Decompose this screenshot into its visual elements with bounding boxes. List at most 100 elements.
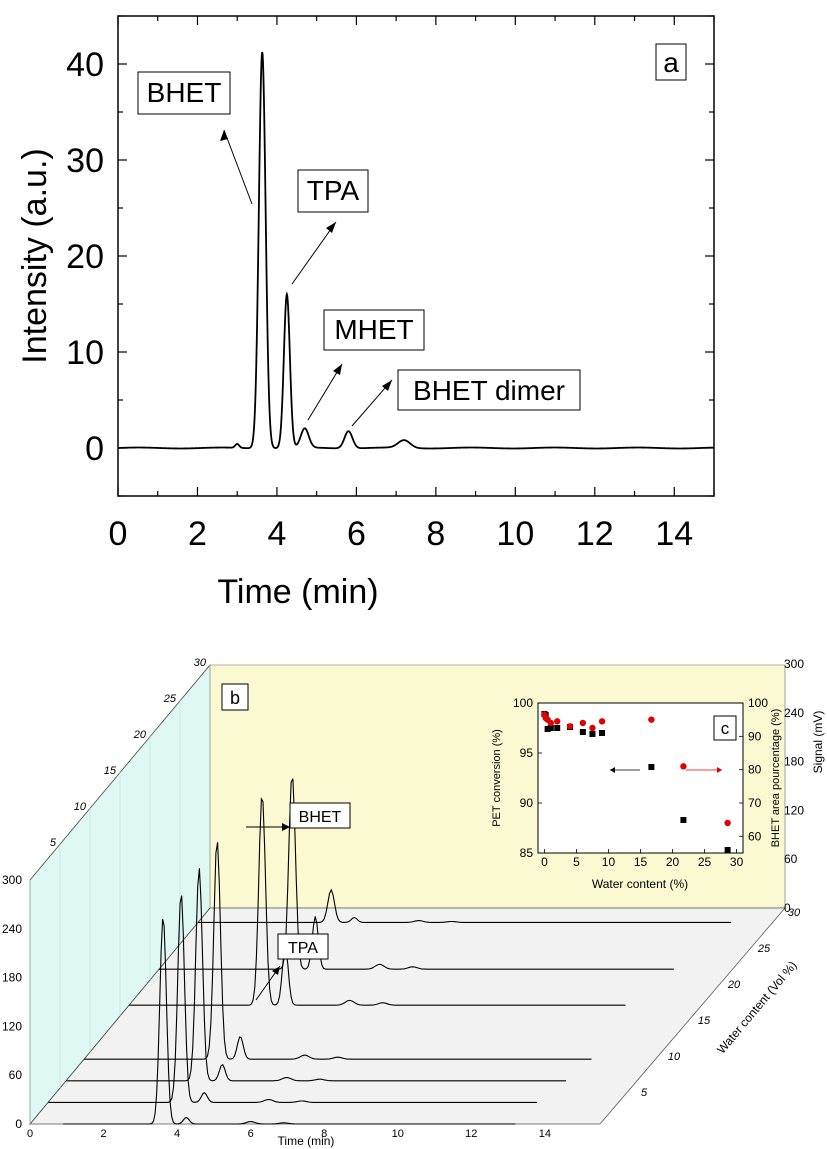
panel-b-z-wall-label: 15 bbox=[104, 765, 117, 777]
panel-c-y2label: BHET area pourcentage (%) bbox=[770, 709, 782, 848]
panel-b-x-tick-label: 0 bbox=[27, 1128, 33, 1140]
panel-b-z-tick-label: 20 bbox=[727, 979, 741, 991]
inset-x-tick-label: 15 bbox=[634, 855, 648, 869]
panel-b-y2-tick-label: 0 bbox=[784, 901, 791, 915]
panel-c-ticks: 0 5 10 15 20 25 30 85 90 95 100 60 70 80 90 100 bbox=[513, 696, 768, 869]
conversion-point bbox=[724, 847, 731, 853]
panel-b-z-tick-label: 10 bbox=[668, 1051, 681, 1063]
tpa-annotation: TPA bbox=[307, 175, 360, 206]
inset-x-tick-label: 25 bbox=[698, 855, 712, 869]
x-tick-label: 12 bbox=[576, 515, 614, 553]
panel-b-ylabel: Signal (mV) bbox=[811, 711, 825, 774]
bhet-area-point bbox=[598, 718, 606, 725]
panel-c-label-box bbox=[713, 715, 737, 741]
panel-c-xlabel: Water content (%) bbox=[592, 877, 688, 891]
panel-a-ylabel: Intensity (a.u.) bbox=[16, 148, 54, 363]
panel-b-z-tick-label: 25 bbox=[757, 943, 771, 955]
panel-b-y-tick-label: 120 bbox=[2, 1019, 22, 1033]
bhet-area-point bbox=[589, 724, 596, 732]
x-tick-label: 8 bbox=[426, 515, 445, 553]
panel-b-tpa-box bbox=[277, 933, 329, 960]
dimer-annotation-box bbox=[397, 369, 581, 411]
panel-b-traces bbox=[48, 778, 732, 1125]
panel-b-x-tick-label: 2 bbox=[100, 1128, 106, 1140]
bhet-area-point bbox=[680, 763, 687, 770]
inset-y2-tick-label: 60 bbox=[748, 829, 762, 843]
bhet-arrowhead bbox=[220, 130, 228, 141]
bhet-area-point bbox=[724, 819, 731, 827]
dimer-arrowhead bbox=[382, 380, 392, 391]
inset-y2-tick-label: 80 bbox=[748, 763, 762, 777]
panel-b-y-tick-label: 0 bbox=[15, 1117, 22, 1131]
inset-x-tick-label: 10 bbox=[602, 855, 616, 869]
conversion-point bbox=[547, 725, 554, 731]
conversion-point bbox=[648, 764, 655, 770]
conversion-point bbox=[680, 817, 687, 823]
conversion-point bbox=[589, 731, 596, 737]
tpa-arrow bbox=[291, 221, 337, 285]
bhet-arrow bbox=[223, 129, 253, 205]
tpa-arrowhead bbox=[326, 222, 336, 233]
conversion-point bbox=[554, 725, 561, 731]
panel-b-z-wall-label: 20 bbox=[133, 729, 147, 741]
panel-b-trace bbox=[63, 918, 516, 1125]
panel-b-y2-tick-label: 60 bbox=[784, 852, 798, 866]
bhet-area-point bbox=[547, 719, 555, 727]
inset-y-tick-label: 90 bbox=[520, 796, 534, 810]
panel-b-x-tick-label: 12 bbox=[465, 1128, 477, 1140]
panel-c-points bbox=[541, 711, 731, 853]
x-tick-label: 6 bbox=[347, 515, 366, 553]
x-tick-label: 4 bbox=[267, 515, 286, 553]
panel-a-label-box bbox=[655, 43, 687, 81]
panel-b-bhet-box bbox=[289, 802, 351, 829]
panel-a-xlabel: Time (min) bbox=[217, 573, 378, 611]
panel-b-tpa-arrowhead bbox=[272, 966, 280, 975]
panel-b-xlabel: Time (min) bbox=[278, 1134, 335, 1148]
panel-b-trace bbox=[48, 895, 538, 1103]
panel-b-label-box bbox=[221, 683, 249, 711]
bhet-area-point bbox=[648, 716, 655, 723]
right-axis-arrowhead bbox=[717, 767, 722, 773]
tpa-annotation-box bbox=[297, 169, 369, 213]
inset-x-tick-label: 20 bbox=[666, 855, 680, 869]
x-tick-label: 2 bbox=[188, 515, 207, 553]
inset-x-tick-label: 30 bbox=[730, 855, 744, 869]
panel-b-trace bbox=[66, 868, 567, 1082]
panel-a-ticks: 0 2 4 6 8 10 12 14 0 10 20 30 40 bbox=[66, 15, 715, 553]
y-tick-label: 10 bbox=[66, 334, 104, 372]
panel-b-z-wall-label: 30 bbox=[194, 657, 207, 669]
panel-b-x-tick-label: 10 bbox=[392, 1128, 404, 1140]
panel-b-y2-tick-label: 180 bbox=[784, 755, 804, 769]
bhet-annotation: BHET bbox=[147, 77, 222, 108]
mhet-arrow bbox=[307, 363, 343, 421]
panel-b-bhet-arrowhead bbox=[282, 823, 290, 831]
panel-b-bhet-annotation: BHET bbox=[299, 809, 342, 826]
panel-b-y-tick-label: 300 bbox=[2, 873, 22, 887]
panel-b-y-tick-label: 240 bbox=[2, 922, 22, 936]
panel-b-x-tick-label: 6 bbox=[248, 1128, 254, 1140]
mhet-annotation-box bbox=[323, 309, 425, 351]
panel-b-z-tick-label: 15 bbox=[698, 1015, 711, 1027]
panel-b-z-tick-label: 5 bbox=[641, 1087, 648, 1099]
inset-x-tick-label: 5 bbox=[573, 855, 580, 869]
bhet-area-point bbox=[579, 719, 587, 727]
panel-b-y2-tick-label: 300 bbox=[784, 657, 804, 671]
panel-a-chart: 0 2 4 6 8 10 12 14 0 10 20 30 40 Time (min) Intensit… bbox=[16, 15, 715, 611]
bhet-annotation-box bbox=[137, 71, 231, 115]
y-tick-label: 0 bbox=[85, 430, 104, 468]
inset-x-tick-label: 0 bbox=[541, 855, 548, 869]
panel-c-inset: 0 5 10 15 20 25 30 85 90 95 100 60 70 80 90 100 Water c… bbox=[491, 696, 782, 891]
y-tick-label: 20 bbox=[66, 238, 104, 276]
panel-b-z-wall-label: 5 bbox=[50, 837, 57, 849]
panel-a-trace bbox=[117, 51, 715, 450]
conversion-point bbox=[579, 729, 586, 735]
panel-a-label: a bbox=[663, 47, 679, 78]
x-tick-label: 14 bbox=[655, 515, 693, 553]
left-axis-arrowhead bbox=[610, 767, 615, 773]
inset-y2-tick-label: 100 bbox=[748, 696, 768, 710]
panel-b-y2-tick-label: 240 bbox=[784, 706, 804, 720]
panel-b-y-tick-label: 60 bbox=[9, 1068, 23, 1082]
panel-b-x-tick-label: 8 bbox=[321, 1128, 327, 1140]
panel-b-z-wall-label: 25 bbox=[163, 693, 177, 705]
